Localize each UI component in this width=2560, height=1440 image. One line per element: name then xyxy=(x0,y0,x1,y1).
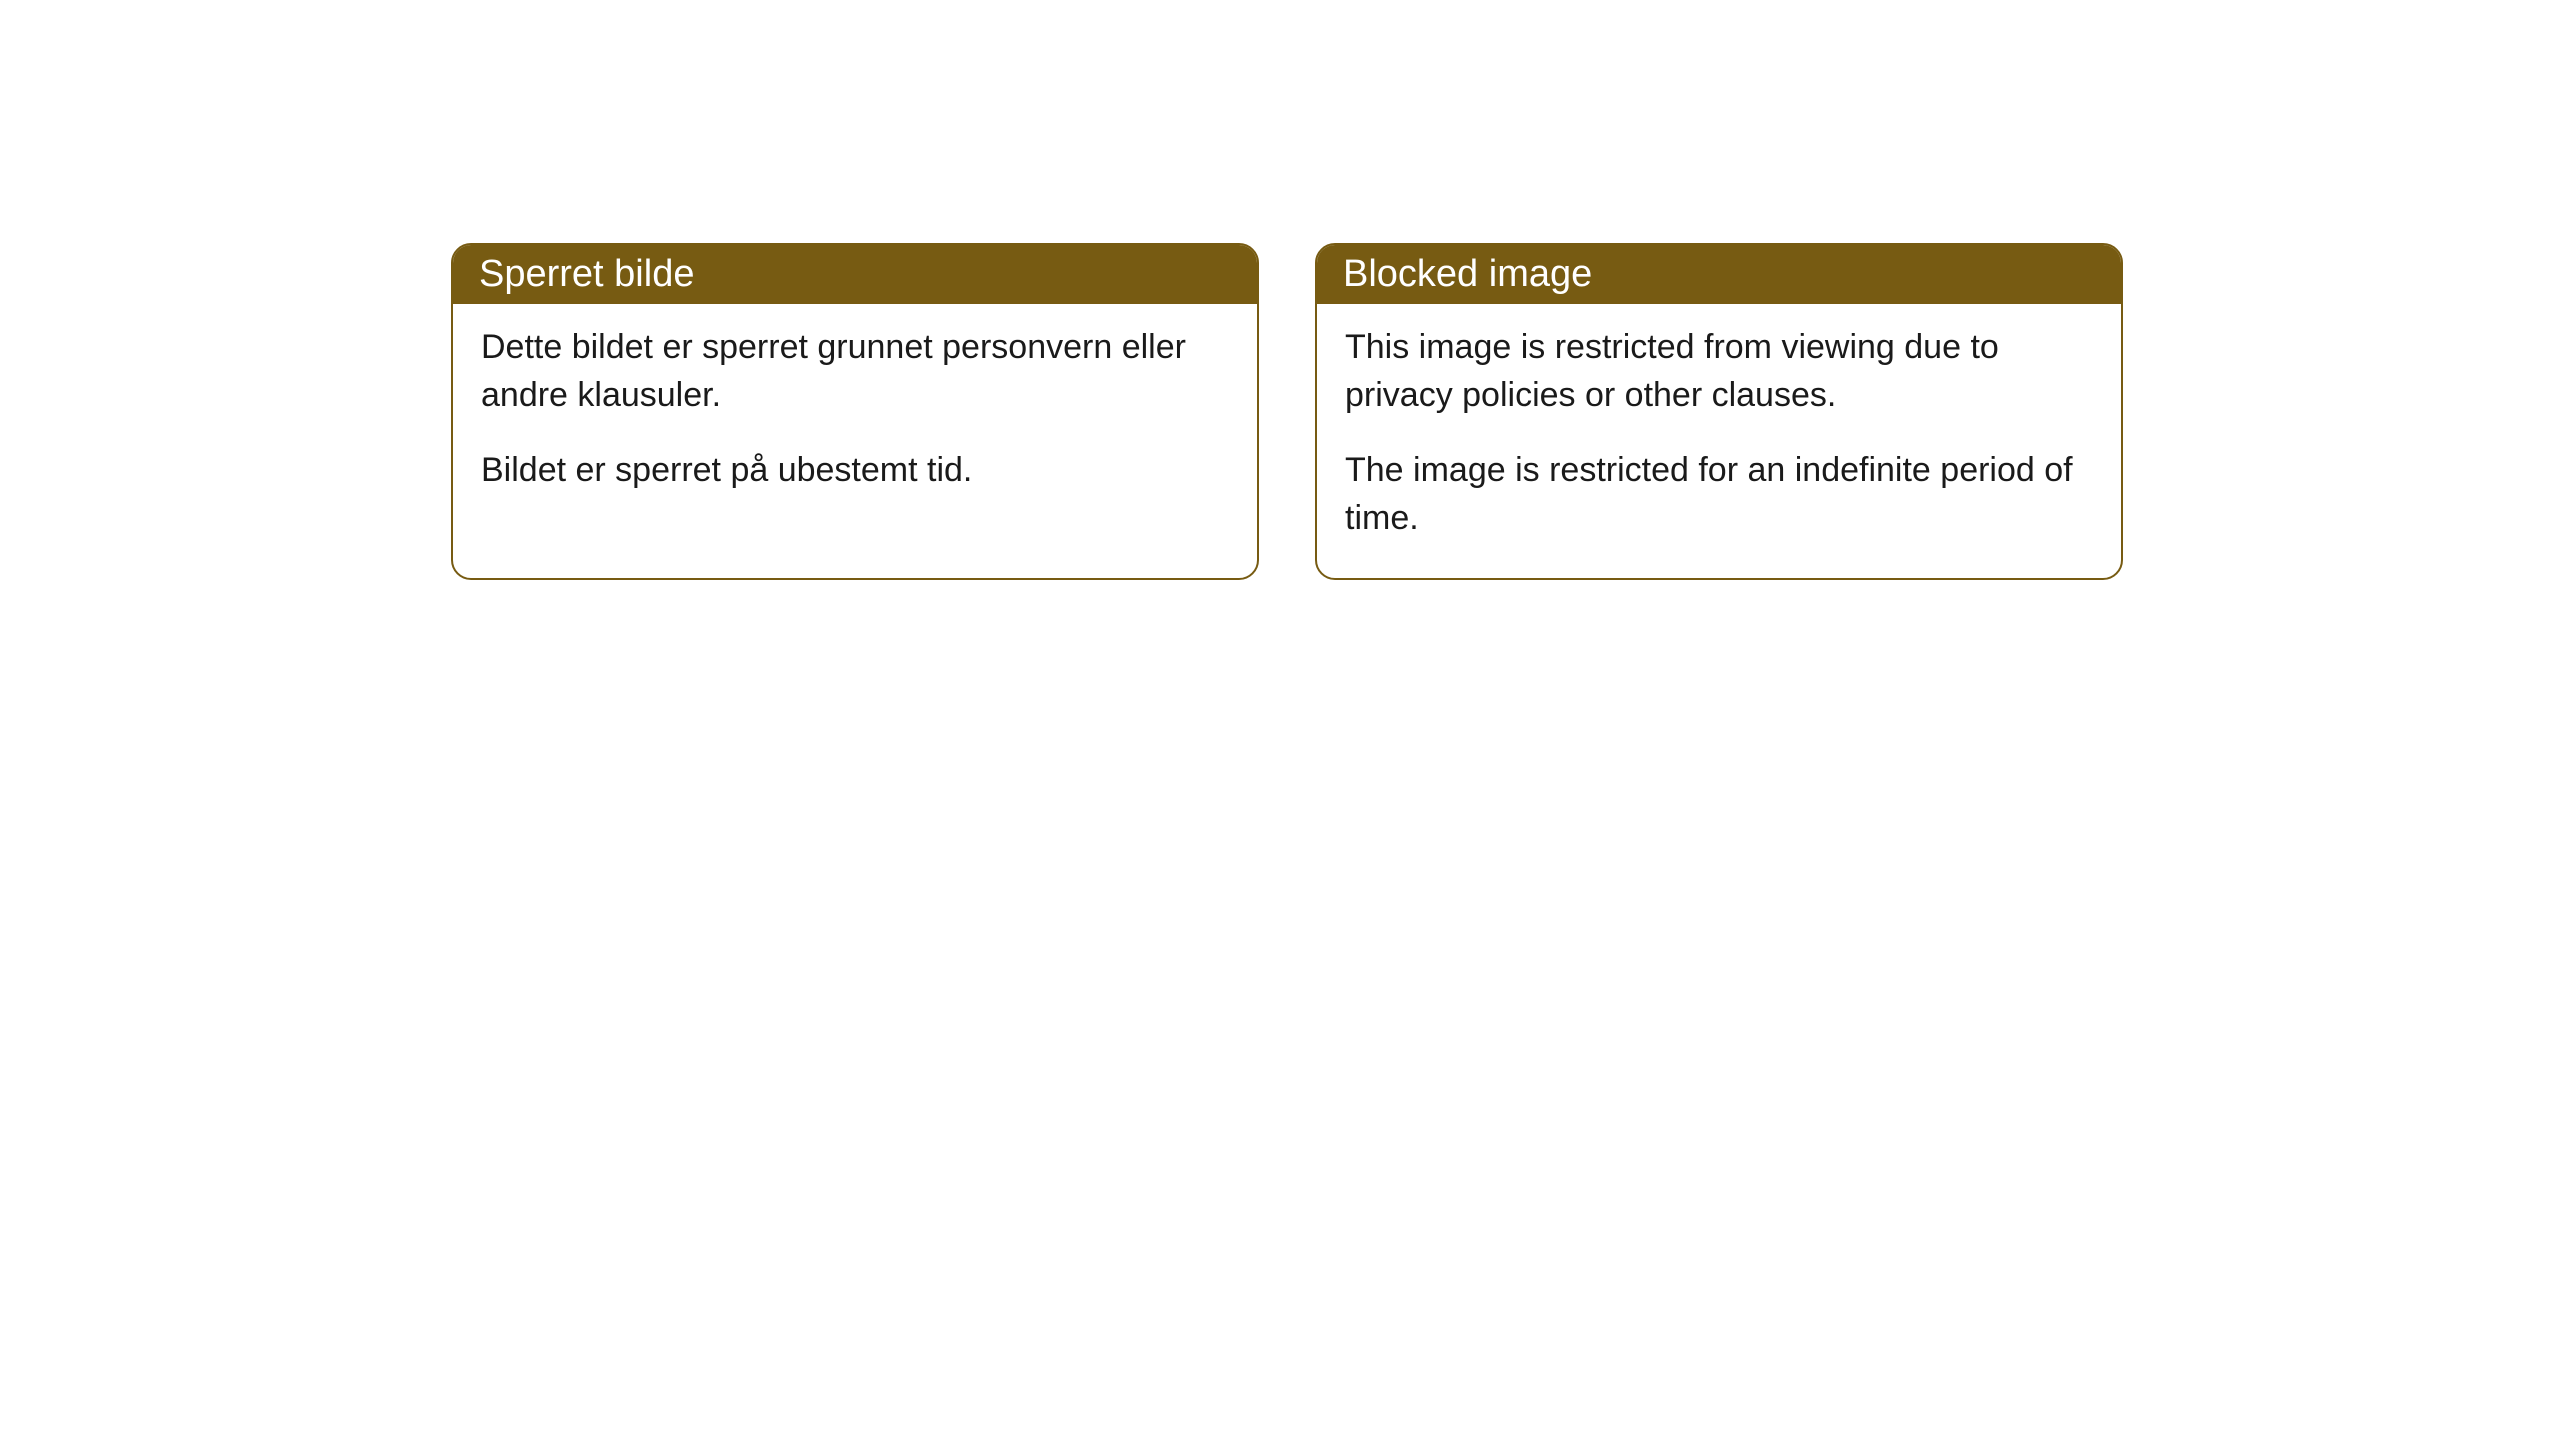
card-paragraph: Dette bildet er sperret grunnet personve… xyxy=(481,324,1229,419)
card-header: Blocked image xyxy=(1317,245,2121,304)
card-paragraph: Bildet er sperret på ubestemt tid. xyxy=(481,447,1229,495)
blocked-image-card-norwegian: Sperret bilde Dette bildet er sperret gr… xyxy=(451,243,1259,580)
cards-container: Sperret bilde Dette bildet er sperret gr… xyxy=(451,243,2123,580)
card-paragraph: The image is restricted for an indefinit… xyxy=(1345,447,2093,542)
card-header: Sperret bilde xyxy=(453,245,1257,304)
card-body: This image is restricted from viewing du… xyxy=(1317,304,2121,578)
card-title: Sperret bilde xyxy=(479,253,694,295)
blocked-image-card-english: Blocked image This image is restricted f… xyxy=(1315,243,2123,580)
card-paragraph: This image is restricted from viewing du… xyxy=(1345,324,2093,419)
card-title: Blocked image xyxy=(1343,253,1592,295)
card-body: Dette bildet er sperret grunnet personve… xyxy=(453,304,1257,531)
